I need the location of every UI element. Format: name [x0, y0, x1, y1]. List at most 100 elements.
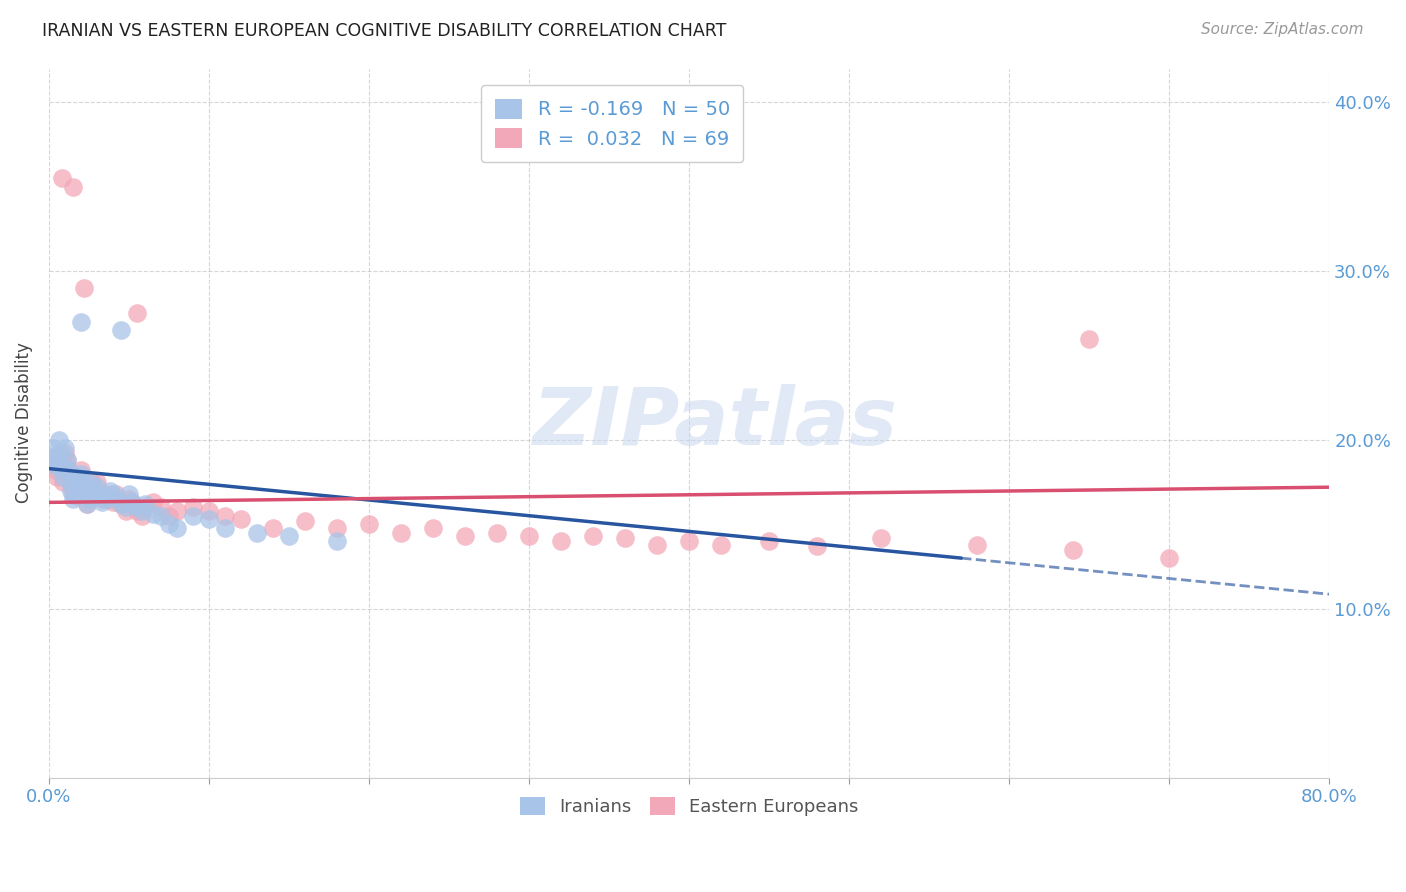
Point — [44, 458, 66, 473]
Point — [645, 538, 668, 552]
Point — [70, 315, 93, 329]
Point — [67, 478, 90, 492]
Point — [114, 504, 136, 518]
Point — [98, 491, 121, 506]
Point — [1159, 551, 1181, 566]
Point — [48, 433, 70, 447]
Point — [357, 517, 380, 532]
Point — [101, 487, 124, 501]
Point — [105, 487, 128, 501]
Point — [72, 474, 94, 488]
Point — [125, 306, 148, 320]
Point — [710, 538, 733, 552]
Point — [870, 531, 893, 545]
Point — [142, 495, 165, 509]
Point — [56, 461, 79, 475]
Point — [63, 483, 86, 498]
Point — [73, 281, 96, 295]
Point — [198, 512, 221, 526]
Point — [75, 487, 97, 501]
Point — [49, 446, 72, 460]
Point — [56, 463, 79, 477]
Point — [48, 453, 70, 467]
Point — [42, 458, 65, 473]
Point — [77, 491, 100, 506]
Point — [73, 483, 96, 498]
Point — [214, 521, 236, 535]
Point — [157, 517, 180, 532]
Point — [76, 497, 98, 511]
Point — [51, 171, 73, 186]
Point — [59, 475, 82, 490]
Point — [51, 463, 73, 477]
Point — [131, 508, 153, 523]
Point — [83, 483, 105, 498]
Point — [806, 539, 828, 553]
Point — [326, 534, 349, 549]
Point — [53, 442, 76, 456]
Point — [454, 529, 477, 543]
Point — [49, 458, 72, 473]
Point — [326, 521, 349, 535]
Legend: Iranians, Eastern Europeans: Iranians, Eastern Europeans — [510, 788, 868, 825]
Point — [44, 463, 66, 477]
Point — [486, 525, 509, 540]
Point — [59, 472, 82, 486]
Point — [157, 508, 180, 523]
Point — [1078, 332, 1101, 346]
Point — [94, 491, 117, 506]
Point — [51, 467, 73, 481]
Point — [82, 476, 104, 491]
Point — [131, 504, 153, 518]
Point — [89, 487, 111, 501]
Point — [77, 487, 100, 501]
Point — [62, 179, 84, 194]
Point — [758, 534, 780, 549]
Point — [73, 482, 96, 496]
Point — [55, 453, 77, 467]
Point — [114, 500, 136, 515]
Point — [89, 489, 111, 503]
Point — [150, 500, 173, 515]
Point — [181, 500, 204, 515]
Point — [142, 507, 165, 521]
Point — [181, 508, 204, 523]
Point — [246, 525, 269, 540]
Point — [966, 538, 988, 552]
Point — [62, 487, 84, 501]
Point — [62, 491, 84, 506]
Text: IRANIAN VS EASTERN EUROPEAN COGNITIVE DISABILITY CORRELATION CHART: IRANIAN VS EASTERN EUROPEAN COGNITIVE DI… — [42, 22, 727, 40]
Point — [46, 453, 69, 467]
Point — [101, 495, 124, 509]
Point — [66, 470, 89, 484]
Point — [41, 442, 63, 456]
Point — [86, 475, 108, 490]
Point — [678, 534, 700, 549]
Point — [60, 483, 83, 498]
Point — [517, 529, 540, 543]
Point — [550, 534, 572, 549]
Point — [67, 480, 90, 494]
Point — [262, 521, 284, 535]
Point — [76, 497, 98, 511]
Point — [294, 514, 316, 528]
Point — [229, 512, 252, 526]
Y-axis label: Cognitive Disability: Cognitive Disability — [15, 343, 32, 503]
Point — [166, 504, 188, 518]
Point — [105, 491, 128, 506]
Point — [110, 323, 132, 337]
Point — [98, 483, 121, 498]
Point — [198, 504, 221, 518]
Point — [72, 475, 94, 490]
Point — [166, 521, 188, 535]
Point — [53, 446, 76, 460]
Point — [150, 508, 173, 523]
Point — [75, 489, 97, 503]
Point — [214, 508, 236, 523]
Point — [52, 475, 75, 490]
Point — [278, 529, 301, 543]
Point — [90, 495, 112, 509]
Point — [86, 480, 108, 494]
Text: Source: ZipAtlas.com: Source: ZipAtlas.com — [1201, 22, 1364, 37]
Point — [52, 470, 75, 484]
